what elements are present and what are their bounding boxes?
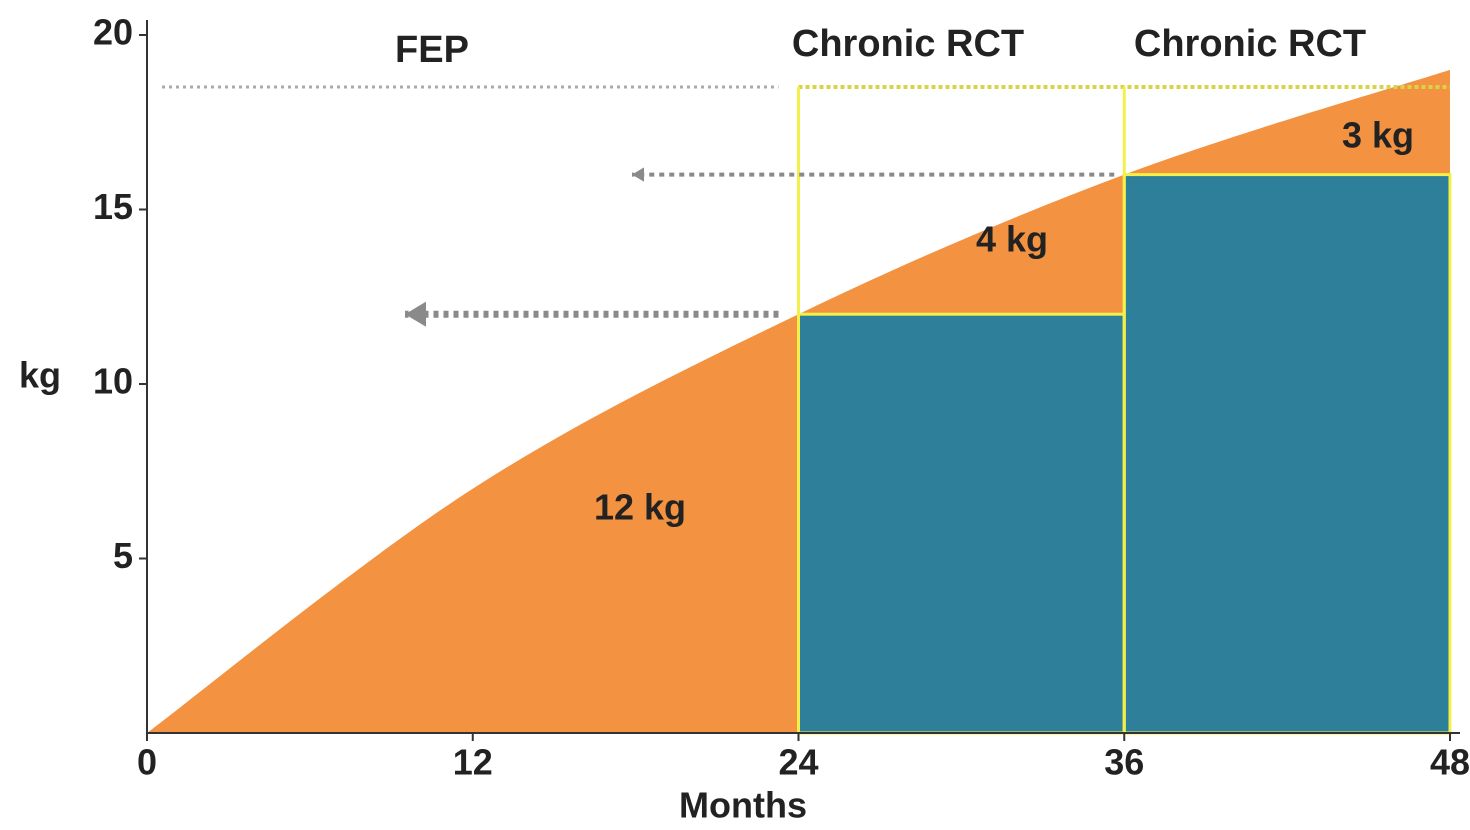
annotation: 3 kg — [1342, 115, 1414, 156]
x-axis-label: Months — [679, 785, 807, 826]
x-tick-label: 12 — [453, 742, 493, 783]
x-tick-label: 24 — [778, 742, 818, 783]
block — [1122, 173, 1452, 735]
arrow-head — [405, 301, 426, 327]
y-tick-label: 10 — [93, 361, 133, 402]
period-label: Chronic RCT — [1134, 23, 1366, 65]
y-axis-label: kg — [19, 355, 61, 396]
y-tick-label: 5 — [113, 535, 133, 576]
annotation: 12 kg — [594, 487, 686, 528]
y-tick-label: 15 — [93, 186, 133, 227]
x-tick-label: 36 — [1104, 742, 1144, 783]
y-tick-label: 20 — [93, 12, 133, 53]
x-tick-label: 0 — [137, 742, 157, 783]
period-label: FEP — [395, 29, 469, 71]
x-tick-label: 48 — [1430, 742, 1470, 783]
arrow-head — [632, 167, 644, 182]
period-label: Chronic RCT — [792, 23, 1024, 65]
annotation: 4 kg — [976, 219, 1048, 260]
block — [797, 312, 1126, 735]
